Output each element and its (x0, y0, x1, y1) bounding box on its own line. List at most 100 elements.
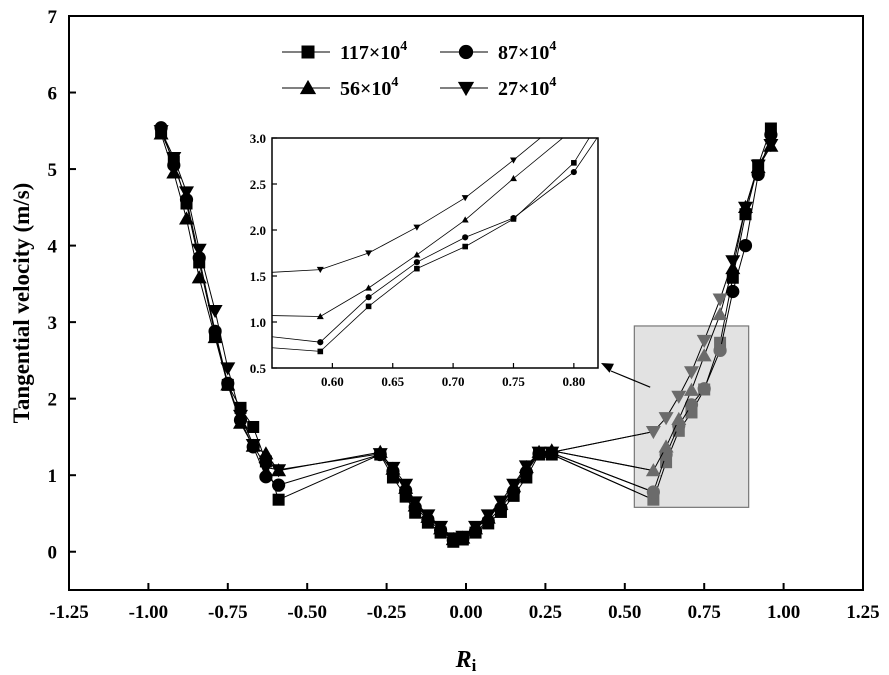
x-tick-label: -1.25 (49, 602, 89, 623)
data-point (658, 439, 674, 453)
data-point (480, 509, 496, 523)
inset-data-point (619, 98, 625, 104)
data-point (738, 239, 753, 253)
inset-x-tick-label: 0.75 (502, 374, 525, 389)
data-point (259, 470, 273, 484)
data-point (445, 532, 461, 546)
data-point (191, 270, 207, 284)
series-line (160, 127, 279, 486)
x-axis-title-subscript: i (472, 656, 477, 675)
y-tick-label: 0 (48, 543, 58, 564)
data-point (658, 412, 674, 426)
data-point (258, 446, 274, 460)
x-tick-label: 0.25 (529, 602, 562, 623)
inset-data-point (413, 224, 421, 231)
series-line (278, 453, 654, 543)
inset-series-line (272, 138, 541, 273)
data-point (372, 448, 388, 462)
x-tick-label: -0.75 (208, 602, 248, 623)
inset-data-point (462, 243, 468, 250)
inset-data-point (461, 195, 469, 202)
x-tick-label: 1.00 (767, 602, 800, 623)
x-axis-title: Ri (455, 647, 477, 675)
x-tick-label: 0.50 (608, 602, 641, 623)
x-tick-label: 1.25 (846, 602, 879, 623)
data-point (493, 495, 509, 509)
legend-entry-2: 56×104 (282, 75, 398, 100)
legend-exponent: 4 (400, 39, 407, 54)
inset-x-tick-label: 0.80 (562, 374, 585, 389)
data-point (191, 243, 207, 257)
y-tick-label: 5 (48, 160, 58, 181)
y-tick-label: 6 (48, 84, 58, 105)
inset-data-point (365, 294, 372, 301)
series-line (160, 130, 279, 471)
inset-data-point (316, 312, 324, 320)
data-point (506, 478, 522, 492)
inset-data-point (571, 160, 577, 166)
inset-data-point (619, 62, 626, 68)
data-point (271, 464, 287, 478)
inset-y-tick-label: 2.5 (250, 177, 267, 192)
series-line (278, 431, 654, 539)
y-axis-title: Tangential velocity (m/s) (9, 183, 34, 424)
inset-data-point (509, 157, 517, 164)
data-point (645, 425, 661, 440)
data-point (385, 461, 401, 476)
data-point (272, 493, 285, 506)
legend-marker (301, 45, 315, 59)
data-point (763, 138, 779, 153)
data-point (179, 193, 194, 207)
inset-data-point (365, 303, 372, 310)
data-point (544, 446, 560, 460)
data-point (696, 348, 712, 362)
data-point (272, 478, 286, 492)
y-tick-label: 3 (48, 313, 58, 334)
legend-label: 87×104 (498, 39, 556, 64)
data-point (220, 362, 236, 376)
inset-data-point (461, 216, 469, 223)
legend-exponent: 4 (391, 75, 398, 90)
y-tick-label: 1 (48, 466, 58, 487)
inset-x-tick-label: 0.70 (442, 374, 465, 389)
legend-label: 27×104 (498, 75, 556, 100)
data-point (245, 438, 261, 453)
x-tick-label: -1.00 (129, 602, 169, 623)
data-point (207, 305, 223, 319)
inset-series-line (272, 138, 564, 317)
data-point (764, 128, 778, 142)
inset-x-tick-label: 0.65 (381, 374, 404, 389)
legend-marker (458, 44, 474, 60)
inset-data-point (462, 234, 469, 241)
data-point (420, 509, 436, 523)
data-point (247, 420, 260, 433)
data-point (712, 293, 728, 307)
data-point (713, 343, 727, 358)
inset-data-point (365, 250, 373, 257)
x-tick-label: 0.75 (688, 602, 721, 623)
inset-data-point (365, 284, 373, 291)
data-point (726, 284, 740, 299)
legend-entry-1: 87×104 (440, 39, 556, 64)
data-point (697, 382, 711, 396)
inset-data-point (316, 266, 324, 274)
inset-data-point (509, 174, 517, 182)
data-point (153, 125, 169, 139)
y-tick-label: 7 (48, 7, 58, 28)
data-point (696, 334, 712, 349)
legend: 117×104 87×104 56×104 27×104 (282, 39, 556, 100)
data-point (407, 496, 423, 510)
data-point (166, 151, 182, 166)
data-point (712, 306, 728, 321)
data-point (518, 460, 534, 474)
inset-data-point (413, 251, 421, 258)
data-point (258, 461, 274, 476)
data-point (671, 411, 687, 425)
inset-series-line (272, 138, 598, 343)
series-line (278, 452, 654, 541)
legend-label: 117×104 (340, 39, 407, 64)
inset-data-point (317, 339, 324, 346)
inset-series-1 (272, 98, 625, 346)
data-point (220, 377, 236, 391)
